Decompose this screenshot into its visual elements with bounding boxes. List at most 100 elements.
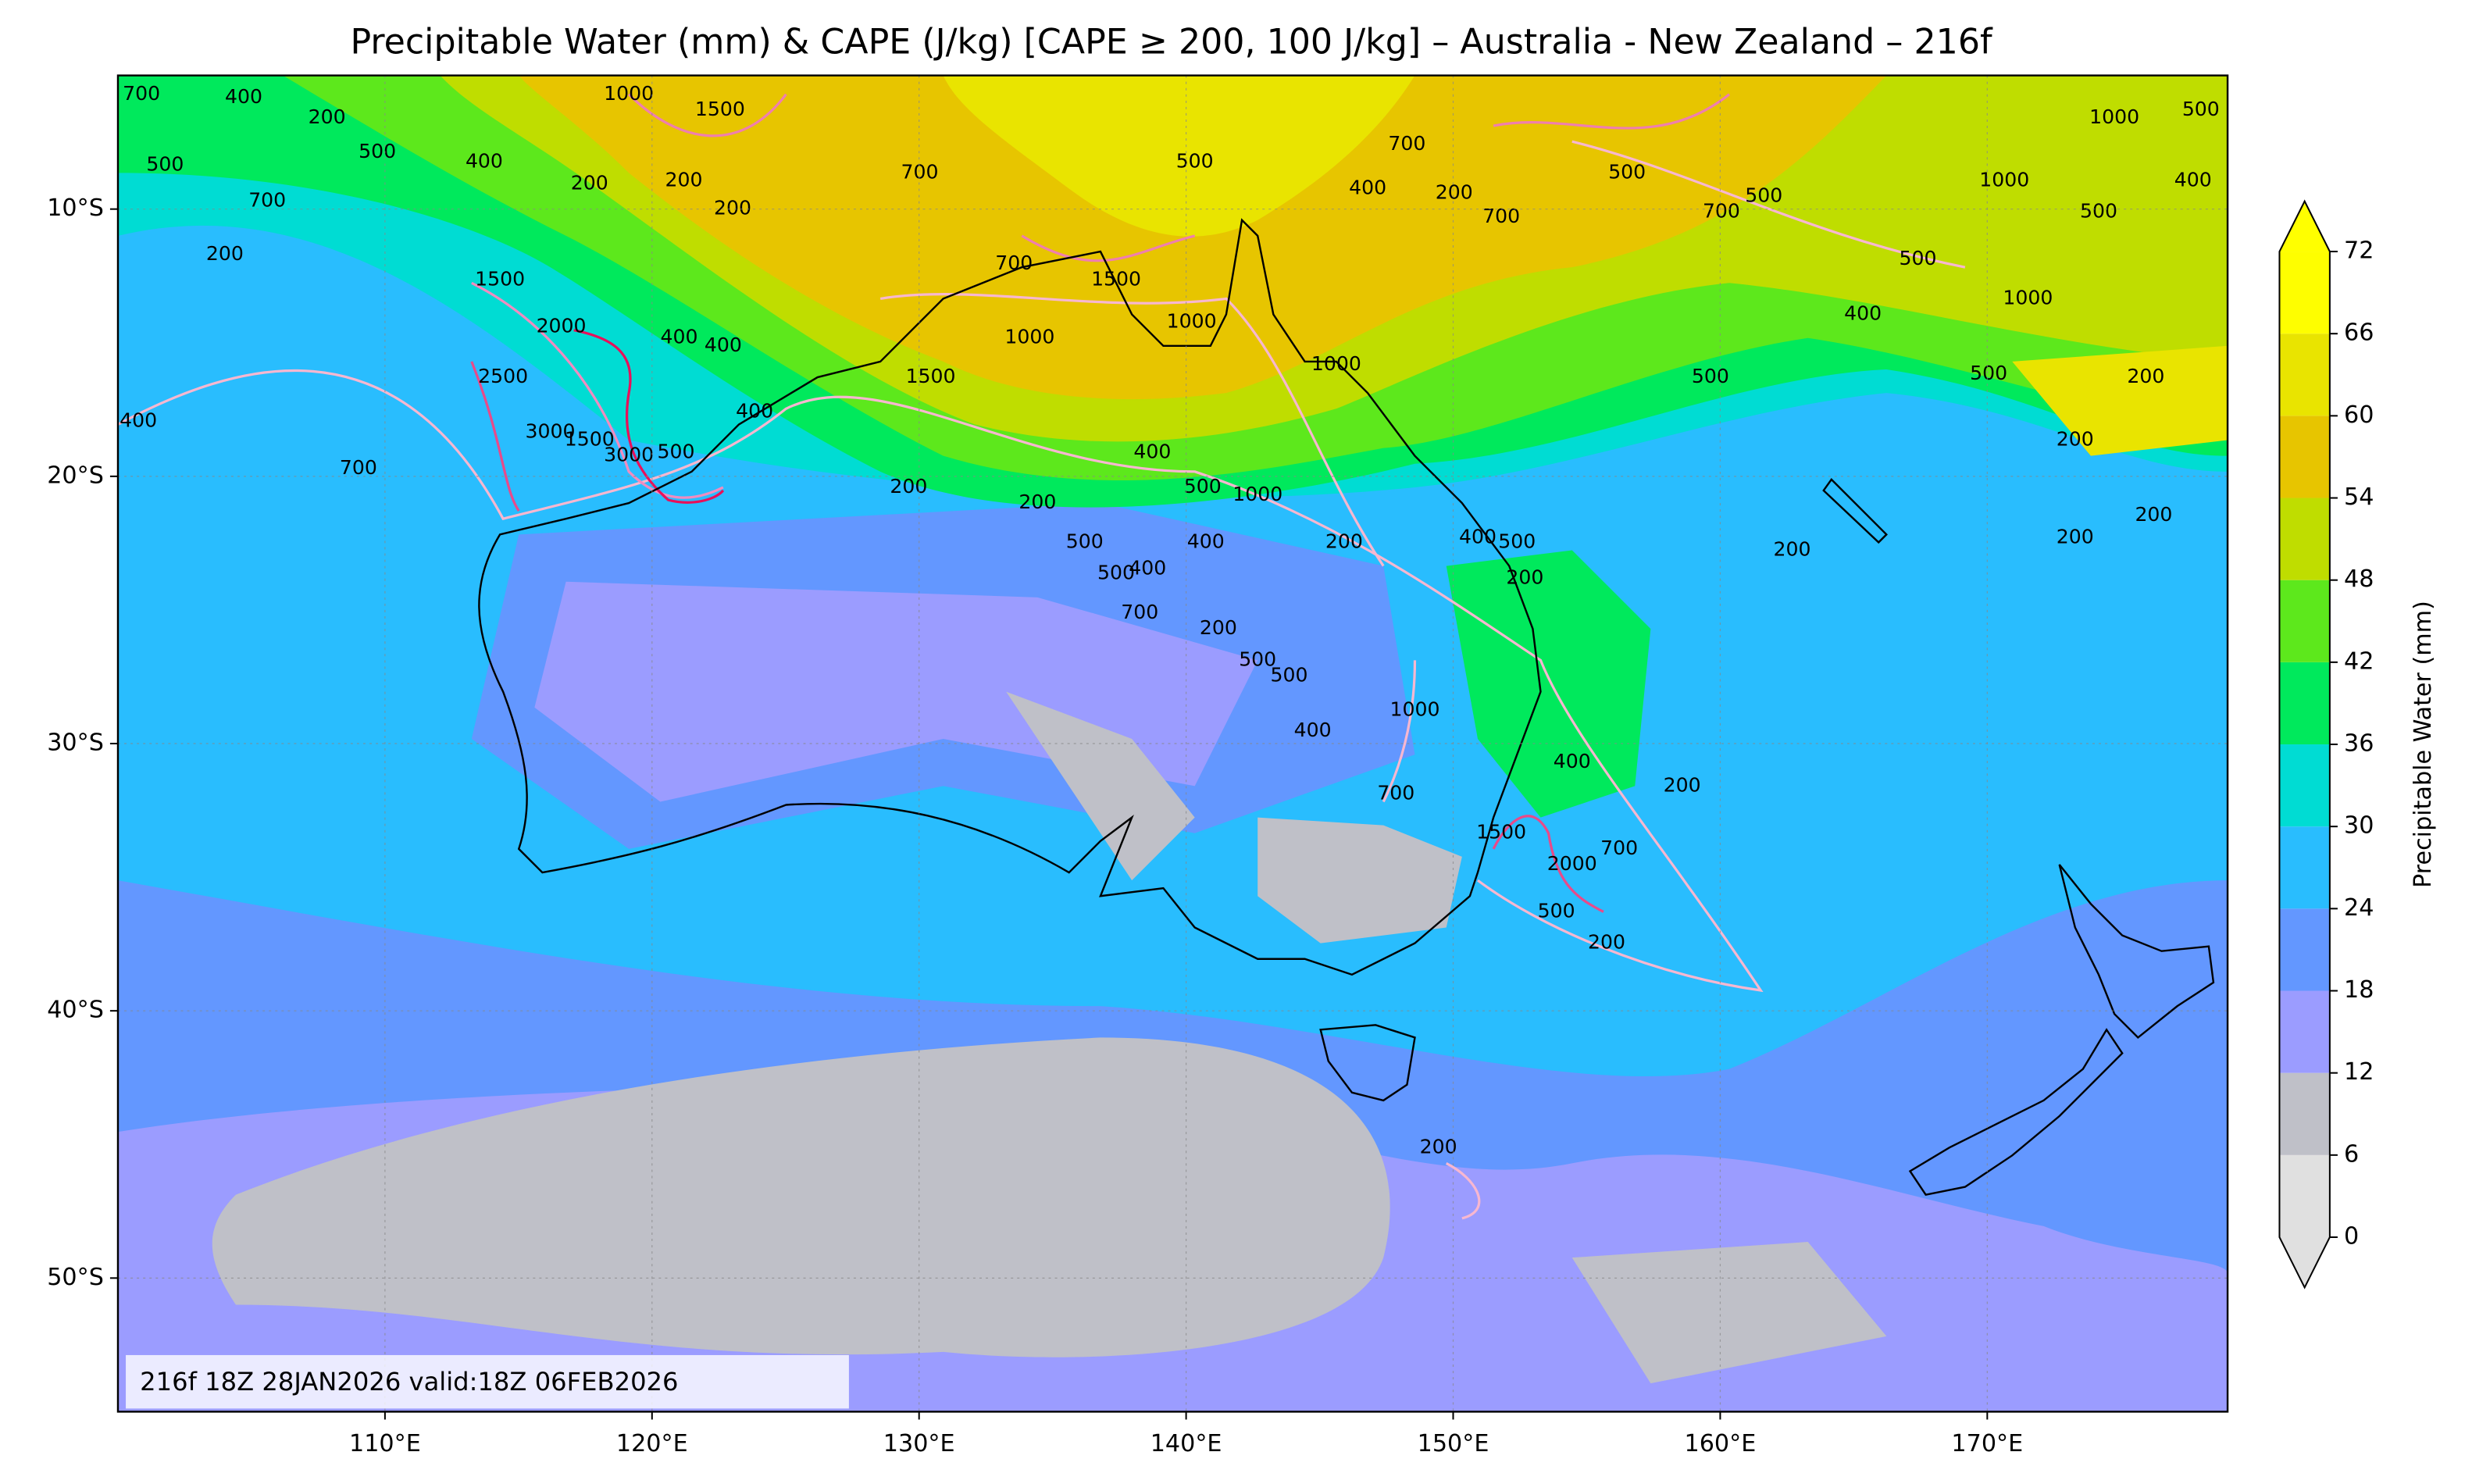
colorbar-tick-label: 24 <box>2344 894 2374 922</box>
contour-label: 700 <box>1482 205 1520 227</box>
contour-label: 200 <box>1420 1135 1457 1158</box>
pw-field <box>1446 550 1651 818</box>
colorbar-tick-label: 6 <box>2344 1140 2359 1168</box>
colorbar-band <box>2279 1072 2330 1155</box>
contour-label: 400 <box>736 399 773 422</box>
contour-label: 200 <box>1200 616 1237 639</box>
contour-label: 500 <box>1097 562 1135 584</box>
x-tick-label: 130°E <box>883 1430 955 1457</box>
contour-label: 700 <box>901 160 938 183</box>
contour-label: 1000 <box>2003 286 2053 309</box>
contour-label: 700 <box>1121 601 1158 623</box>
x-tick-label: 150°E <box>1418 1430 1489 1457</box>
contour-label: 400 <box>661 326 698 348</box>
contour-label: 500 <box>2080 200 2117 223</box>
contour-label: 200 <box>1506 566 1543 589</box>
colorbar-band <box>2279 1154 2330 1238</box>
contour-label: 2000 <box>537 315 587 337</box>
contour-label: 1000 <box>604 82 654 105</box>
colorbar-tick-label: 54 <box>2344 483 2374 511</box>
contour-label: 200 <box>714 197 751 219</box>
contour-label: 400 <box>1294 719 1332 741</box>
colorbar-tick-label: 30 <box>2344 812 2374 840</box>
y-tick-label: 30°S <box>47 730 104 757</box>
colorbar-band <box>2279 990 2330 1073</box>
colorbar-band <box>2279 744 2330 827</box>
contour-label: 700 <box>1703 200 1740 223</box>
australia-coast <box>478 218 1542 976</box>
y-tick-label: 20°S <box>47 462 104 489</box>
contour-label: 200 <box>1436 181 1473 204</box>
colorbar-band <box>2279 580 2330 662</box>
contour-label: 1500 <box>565 428 615 451</box>
contour-label: 400 <box>705 334 742 356</box>
cape-contour <box>117 369 1764 993</box>
contour-label: 500 <box>1745 184 1782 207</box>
contour-label: 400 <box>2174 168 2212 191</box>
contour-label: 400 <box>120 408 157 431</box>
y-tick-label: 50°S <box>47 1264 104 1291</box>
contour-label: 400 <box>1133 441 1171 463</box>
contour-label: 400 <box>1554 750 1591 772</box>
contour-label: 1000 <box>1167 310 1217 333</box>
contour-label: 2500 <box>478 365 528 387</box>
info-box <box>126 1354 849 1409</box>
contour-label: 700 <box>1388 132 1425 155</box>
colorbar-tick-label: 48 <box>2344 565 2374 593</box>
contour-label: 500 <box>1608 160 1646 183</box>
contour-label: 500 <box>1498 530 1536 552</box>
contour-label: 200 <box>1325 530 1363 552</box>
contour-label: 1500 <box>695 98 745 120</box>
x-tick-label: 140°E <box>1150 1430 1222 1457</box>
colorbar-tick-label: 66 <box>2344 319 2374 347</box>
contour-label: 200 <box>1664 773 1701 796</box>
cape-contour <box>470 361 1604 913</box>
contour-label: 500 <box>1176 149 1214 172</box>
colorbar-tick-label: 72 <box>2344 237 2374 265</box>
colorbar-tick-label: 0 <box>2344 1223 2359 1250</box>
contour-label: 1000 <box>1311 352 1361 375</box>
contour-label: 500 <box>359 140 396 162</box>
contour-label: 700 <box>995 251 1033 274</box>
contour-label: 3000 <box>604 444 654 466</box>
contour-label: 400 <box>1844 302 1882 325</box>
y-tick-label: 10°S <box>47 194 104 222</box>
contour-label: 400 <box>1187 530 1225 552</box>
contour-label: 200 <box>2127 365 2164 387</box>
x-tick-label: 110°E <box>349 1430 421 1457</box>
nz-south-coast <box>1908 1028 2124 1197</box>
contour-label: 1500 <box>475 267 525 290</box>
colorbar-band <box>2279 908 2330 991</box>
contour-label: 500 <box>1900 247 1937 269</box>
colorbar-label: Precipitable Water (mm) <box>2410 601 2437 888</box>
colorbar-over <box>2279 201 2330 252</box>
contour-label: 1500 <box>1476 821 1526 844</box>
x-tick-label: 170°E <box>1951 1430 2023 1457</box>
contour-label: 200 <box>665 168 703 191</box>
contour-label: 700 <box>248 189 286 212</box>
contour-label: 200 <box>2057 525 2094 548</box>
contour-label: 500 <box>1970 362 2007 384</box>
contour-label: 700 <box>340 456 377 479</box>
contour-label: 200 <box>1588 931 1625 954</box>
coastlines <box>478 218 2215 1197</box>
contour-label: 500 <box>2182 98 2220 120</box>
colorbar-tick-label: 42 <box>2344 647 2374 675</box>
contour-label: 500 <box>1066 530 1104 552</box>
contour-label: 700 <box>123 82 160 105</box>
contour-label: 700 <box>1600 837 1638 859</box>
colorbar-tick-label: 12 <box>2344 1058 2374 1086</box>
contour-label: 200 <box>2135 503 2172 526</box>
cape-contour <box>879 140 1966 1220</box>
contour-label: 1000 <box>1004 326 1054 348</box>
contour-label: 200 <box>2057 428 2094 451</box>
axes: 110°E 120°E 130°E 140°E 150°E 160°E 170°E 10°S 2… <box>47 194 2023 1457</box>
contour-label: 1000 <box>2089 105 2139 128</box>
pw-field <box>1006 691 1462 944</box>
x-tick-label: 120°E <box>616 1430 688 1457</box>
grid <box>117 75 2228 1412</box>
